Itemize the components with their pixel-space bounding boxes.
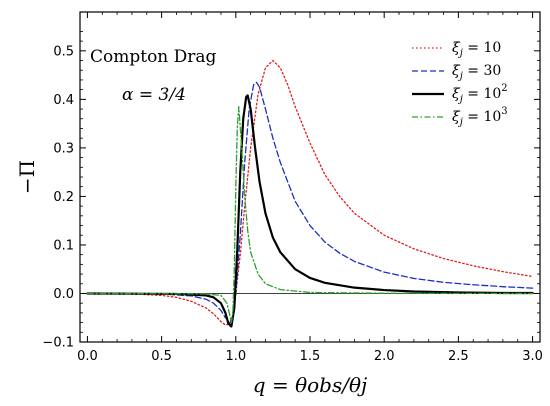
x-axis-title: q = θobs/θj [253,373,367,397]
x-tick-label: 2.5 [448,349,469,364]
y-axis-ticks: −0.1 0.0 0.1 0.2 0.3 0.4 0.5 [42,31,540,351]
x-tick-label: 3.0 [522,349,543,364]
series-group [86,59,534,328]
y-tick-label: 0.1 [53,238,74,253]
x-tick-label: 2.0 [374,349,395,364]
legend-label-3: ξj = 102 [452,83,508,105]
x-tick-label: 1.0 [225,349,246,364]
y-tick-label: 0.3 [53,141,74,156]
y-tick-label: 0.0 [53,287,74,302]
x-tick-label: 1.5 [300,349,321,364]
legend-label-2: ξj = 30 [452,63,501,82]
annotation-alpha: α = 3/4 [122,85,186,105]
annotation-compton-drag: Compton Drag [90,47,217,67]
series-line-2 [86,81,534,324]
y-tick-label: −0.1 [42,336,74,351]
y-axis-title: −Π [15,160,39,194]
series-line-4 [86,105,534,324]
legend-label-4: ξj = 103 [452,106,508,128]
legend-label-1: ξj = 10 [452,40,501,59]
y-tick-label: 0.2 [53,190,74,205]
y-tick-label: 0.4 [53,93,74,108]
x-tick-label: 0.0 [77,349,98,364]
y-tick-label: 0.5 [53,44,74,59]
x-axis-ticks: 0.0 0.5 1.0 1.5 2.0 2.5 3.0 [77,12,543,364]
series-line-1 [86,59,534,326]
series-line-3 [86,94,534,328]
x-tick-label: 0.5 [151,349,172,364]
